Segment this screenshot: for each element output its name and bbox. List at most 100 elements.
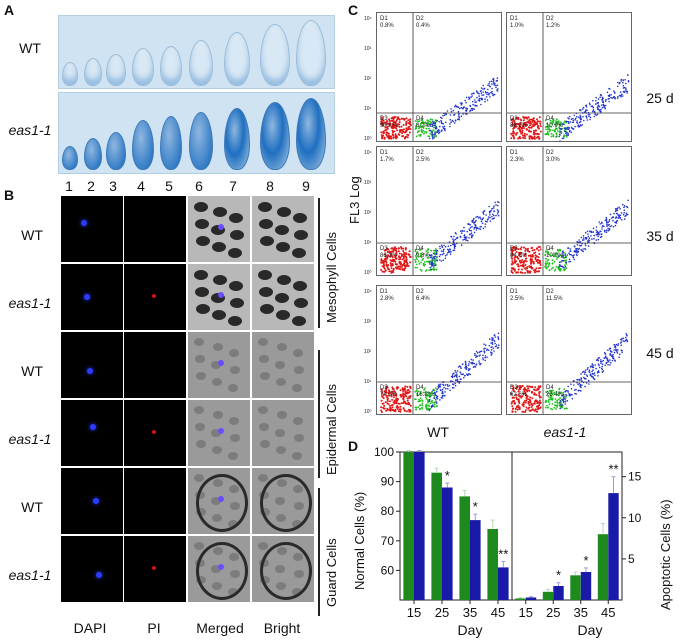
flow-scatter bbox=[377, 147, 501, 275]
group-bracket bbox=[318, 350, 320, 478]
leaf-wt bbox=[160, 46, 182, 86]
leaf-number: 7 bbox=[229, 178, 237, 194]
leaf-wt bbox=[84, 58, 102, 86]
panel-a-label: A bbox=[4, 2, 15, 18]
row-label-b: eas1-1 bbox=[8, 567, 52, 583]
day-label-35: 35 d bbox=[646, 228, 674, 244]
leaf-mutant bbox=[62, 146, 78, 170]
leaf-number: 6 bbox=[195, 178, 203, 194]
leaf-mutant bbox=[106, 132, 126, 170]
flow-axis-tick: 10³ bbox=[364, 319, 372, 325]
pi-micrograph bbox=[124, 400, 186, 466]
group-bracket bbox=[318, 198, 320, 328]
y-tick-label: 15 bbox=[628, 470, 642, 484]
flow-scatter bbox=[377, 286, 501, 414]
quadrant-d4-label: D4 8.2% bbox=[416, 116, 430, 129]
x-tick-label: 35 bbox=[463, 605, 477, 620]
significance-star: * bbox=[445, 468, 450, 483]
bar-wt bbox=[487, 529, 498, 600]
leaf-wt bbox=[224, 32, 250, 86]
bar-mutant bbox=[442, 487, 453, 600]
merged-micrograph bbox=[188, 536, 250, 602]
flow-axis-tick: 10¹ bbox=[364, 379, 372, 385]
flow-axis-tick: 10⁴ bbox=[364, 289, 372, 295]
leaf-mutant bbox=[224, 108, 250, 170]
dapi-micrograph bbox=[61, 400, 123, 466]
bar-mutant bbox=[470, 520, 481, 600]
bar-wt bbox=[459, 496, 470, 600]
row-label-b: eas1-1 bbox=[8, 295, 52, 311]
flow-axis-tick: 10⁰ bbox=[364, 136, 372, 142]
quadrant-d2-label: D2 6.4% bbox=[416, 289, 430, 302]
col-label-merged: Merged bbox=[196, 620, 244, 636]
flow-dots bbox=[510, 333, 629, 413]
quadrant-d2-label: D2 3.0% bbox=[546, 150, 560, 163]
col-label-pi: PI bbox=[147, 620, 161, 636]
leaf-wt bbox=[296, 20, 326, 86]
merged-micrograph bbox=[188, 332, 250, 398]
pi-micrograph bbox=[124, 468, 186, 534]
group-bracket bbox=[318, 488, 320, 616]
bar-mutant bbox=[525, 597, 537, 600]
bright-micrograph bbox=[252, 400, 314, 466]
quadrant-d2-label: D2 0.4% bbox=[416, 16, 430, 29]
flow-dots bbox=[510, 199, 629, 274]
quadrant-d4-label: D4 10.0% bbox=[546, 246, 564, 259]
quadrant-d1-label: D1 2.3% bbox=[510, 150, 524, 163]
quadrant-d2-label: D2 1.2% bbox=[546, 16, 560, 29]
pi-micrograph bbox=[124, 536, 186, 602]
flow-plot-wt-row1: D1 0.8% D2 0.4% D3 90.6% D4 8.2% bbox=[376, 12, 502, 142]
d-right-xlabel: Day bbox=[577, 622, 603, 638]
row-label-wt-a: WT bbox=[19, 40, 41, 56]
leaf-number: 3 bbox=[109, 178, 117, 194]
significance-star: * bbox=[556, 568, 561, 583]
quadrant-d1-label: D1 1.7% bbox=[380, 150, 394, 163]
flow-dots bbox=[380, 201, 500, 274]
quadrant-d1-label: D1 2.8% bbox=[380, 289, 394, 302]
leaf-number: 4 bbox=[137, 178, 145, 194]
flow-plot-wt-row3: D1 2.8% D2 6.4% D3 74.0% D4 16.8% bbox=[376, 285, 502, 415]
y-tick-label: 60 bbox=[381, 563, 395, 577]
dapi-micrograph bbox=[61, 468, 123, 534]
leaf-mutant bbox=[296, 98, 326, 170]
quadrant-d3-label: D3 86.1% bbox=[380, 246, 398, 259]
y-tick-label: 5 bbox=[628, 552, 635, 566]
row-label-b: WT bbox=[21, 499, 43, 515]
quadrant-d4-label: D4 16.8% bbox=[416, 385, 434, 398]
quadrant-d3-label: D3 86.9% bbox=[510, 116, 528, 129]
significance-star: * bbox=[583, 553, 588, 568]
y-tick-label: 90 bbox=[381, 475, 395, 489]
d-left-xlabel: Day bbox=[457, 622, 483, 638]
leaf-number: 1 bbox=[65, 178, 73, 194]
significance-star: ** bbox=[608, 462, 618, 477]
bar-wt bbox=[515, 598, 526, 600]
leaf-mutant bbox=[189, 112, 213, 170]
x-tick-label: 45 bbox=[491, 605, 505, 620]
y-tick-label: 80 bbox=[381, 504, 395, 518]
dapi-micrograph bbox=[61, 332, 123, 398]
significance-star: ** bbox=[498, 547, 508, 562]
quadrant-d1-label: D1 2.5% bbox=[510, 289, 524, 302]
leaf-mutant bbox=[132, 120, 154, 170]
flow-axis-tick: 10³ bbox=[364, 46, 372, 52]
flow-scatter bbox=[507, 147, 631, 275]
col-label-bright: Bright bbox=[263, 620, 301, 636]
merged-micrograph bbox=[188, 400, 250, 466]
quadrant-d4-label: D4 23.4% bbox=[546, 385, 564, 398]
leaf-wt bbox=[189, 40, 213, 86]
row-label-b: WT bbox=[21, 227, 43, 243]
quadrant-d4-label: D4 9.8% bbox=[416, 246, 430, 259]
col-label-dapi: DAPI bbox=[73, 620, 107, 636]
quadrant-d2-label: D2 11.5% bbox=[546, 289, 563, 302]
flow-col-label-mutant: eas1-1 bbox=[543, 424, 587, 440]
panel-c-label: C bbox=[348, 2, 359, 18]
bar-wt bbox=[431, 472, 442, 600]
flow-axis-tick: 10¹ bbox=[364, 240, 372, 246]
flow-dots bbox=[380, 77, 499, 140]
flow-axis-tick: 10⁴ bbox=[364, 150, 372, 156]
x-tick-label: 25 bbox=[546, 605, 560, 620]
bright-micrograph bbox=[252, 332, 314, 398]
bright-micrograph bbox=[252, 264, 314, 330]
